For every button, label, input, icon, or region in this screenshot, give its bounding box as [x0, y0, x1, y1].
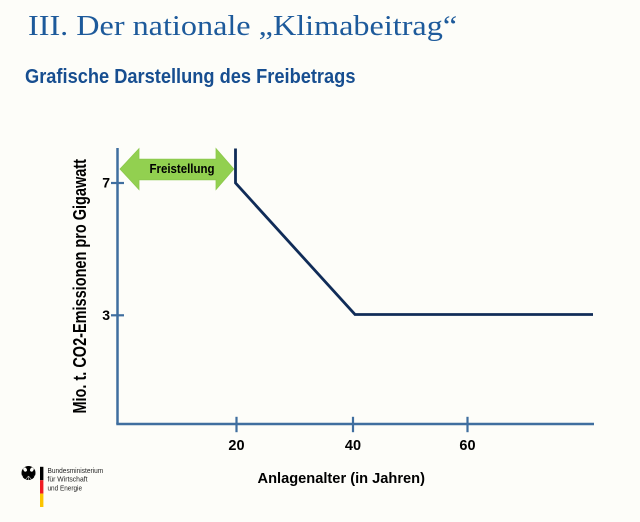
svg-text:und Energie: und Energie [48, 483, 83, 492]
svg-text:Anlagenalter (in Jahren): Anlagenalter (in Jahren) [258, 470, 426, 487]
svg-text:7: 7 [102, 175, 110, 191]
svg-text:Freistellung: Freistellung [150, 161, 215, 176]
svg-text:Bundesministerium: Bundesministerium [48, 466, 104, 475]
svg-text:20: 20 [228, 438, 244, 454]
svg-text:Mio. t. CO2-Emissionen pro Gig: Mio. t. CO2-Emissionen pro Gigawatt [69, 159, 90, 414]
svg-text:40: 40 [345, 438, 361, 454]
svg-text:für Wirtschaft: für Wirtschaft [48, 475, 89, 484]
svg-text:3: 3 [102, 307, 110, 323]
svg-text:60: 60 [459, 438, 475, 454]
